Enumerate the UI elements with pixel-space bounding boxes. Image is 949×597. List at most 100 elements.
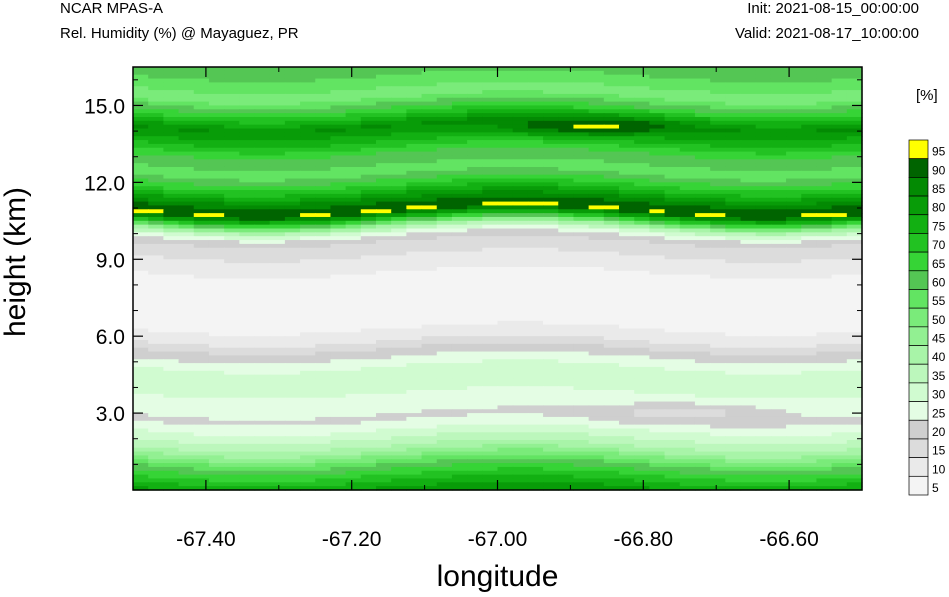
rh-cell bbox=[163, 409, 180, 414]
rh-cell bbox=[300, 328, 316, 333]
rh-cell bbox=[391, 397, 407, 403]
rh-cell bbox=[330, 116, 347, 122]
rh-cell bbox=[284, 451, 301, 456]
rh-cell bbox=[315, 70, 332, 76]
rh-cell bbox=[512, 436, 529, 441]
rh-cell bbox=[178, 263, 195, 268]
rh-cell bbox=[163, 259, 180, 264]
rh-cell bbox=[573, 74, 590, 80]
rh-cell bbox=[436, 297, 453, 303]
rh-cell bbox=[133, 255, 149, 260]
rh-cell bbox=[193, 205, 210, 210]
rh-cell bbox=[376, 216, 392, 222]
rh-cell bbox=[193, 124, 210, 130]
rh-cell bbox=[694, 67, 711, 72]
rh-cell bbox=[391, 374, 407, 380]
rh-cell bbox=[148, 332, 164, 337]
rh-cell bbox=[527, 220, 544, 226]
rh-cell bbox=[133, 124, 149, 130]
rh-cell bbox=[786, 332, 802, 337]
rh-cell bbox=[770, 340, 787, 345]
rh-cell bbox=[193, 393, 210, 399]
rh-cell bbox=[451, 101, 468, 107]
rh-cell bbox=[345, 113, 362, 118]
rh-cell bbox=[360, 359, 377, 364]
rh-cell bbox=[284, 301, 301, 307]
rh-cell bbox=[451, 316, 468, 322]
rh-cell bbox=[376, 313, 392, 318]
rh-cell bbox=[467, 378, 483, 383]
rh-cell bbox=[664, 363, 681, 368]
rh-cell bbox=[831, 182, 848, 187]
rh-cell bbox=[193, 413, 210, 418]
rh-cell bbox=[391, 355, 407, 360]
rh-cell bbox=[770, 290, 787, 295]
rh-cell bbox=[755, 197, 772, 203]
rh-cell bbox=[284, 390, 301, 395]
rh-cell bbox=[133, 297, 149, 303]
rh-cell bbox=[512, 109, 529, 114]
rh-cell bbox=[269, 424, 286, 430]
rh-cell bbox=[649, 382, 666, 387]
rh-cell bbox=[497, 282, 514, 287]
rh-cell bbox=[725, 86, 742, 91]
rh-cell bbox=[148, 347, 164, 353]
rh-cell bbox=[406, 74, 423, 80]
rh-cell bbox=[148, 132, 164, 137]
rh-cell bbox=[178, 274, 195, 280]
rh-cell bbox=[208, 390, 225, 395]
rh-cell bbox=[603, 186, 620, 191]
rh-cell bbox=[543, 409, 559, 414]
rh-cell bbox=[816, 282, 833, 287]
rh-cell bbox=[603, 213, 620, 218]
rh-cell bbox=[360, 290, 377, 295]
rh-cell bbox=[619, 166, 635, 172]
rh-cell bbox=[421, 305, 438, 310]
rh-cell bbox=[239, 447, 256, 453]
rh-cell bbox=[831, 216, 848, 222]
rh-cell bbox=[710, 105, 726, 110]
rh-cell bbox=[846, 286, 863, 291]
rh-cell bbox=[740, 124, 757, 130]
rh-cell bbox=[330, 328, 347, 333]
rh-cell bbox=[634, 428, 650, 433]
rh-cell bbox=[208, 78, 225, 83]
rh-cell bbox=[224, 336, 240, 341]
rh-cell bbox=[269, 286, 286, 291]
rh-cell bbox=[376, 182, 392, 187]
rh-cell bbox=[421, 201, 438, 207]
rh-cell bbox=[451, 67, 468, 72]
rh-cell bbox=[208, 278, 225, 283]
rh-cell bbox=[573, 105, 590, 110]
rh-cell bbox=[254, 393, 271, 399]
rh-cell bbox=[694, 166, 711, 172]
rh-cell bbox=[360, 86, 377, 91]
rh-cell bbox=[755, 70, 772, 76]
rh-cell bbox=[619, 82, 635, 87]
rh-cell bbox=[755, 297, 772, 303]
rh-cell bbox=[603, 159, 620, 164]
rh-cell bbox=[725, 247, 742, 253]
rh-cell bbox=[588, 282, 605, 287]
rh-cell bbox=[786, 297, 802, 303]
rh-cell bbox=[163, 205, 180, 210]
rh-cell bbox=[315, 209, 332, 214]
rh-cell bbox=[193, 447, 210, 453]
rh-cell bbox=[512, 170, 529, 176]
rh-cell bbox=[330, 155, 347, 160]
rh-cell bbox=[376, 290, 392, 295]
rh-cell bbox=[300, 120, 316, 126]
rh-cell bbox=[619, 190, 635, 195]
rh-cell bbox=[603, 440, 620, 445]
rh-cell bbox=[725, 320, 742, 326]
rh-cell bbox=[786, 105, 802, 110]
rh-cell bbox=[603, 309, 620, 314]
rh-cell bbox=[497, 140, 514, 145]
rh-cell bbox=[770, 263, 787, 268]
rh-cell bbox=[588, 247, 605, 253]
rh-cell bbox=[360, 313, 377, 318]
rh-cell bbox=[497, 393, 514, 399]
rh-cell bbox=[725, 316, 742, 322]
rh-cell bbox=[801, 247, 818, 253]
rh-cell bbox=[254, 178, 271, 183]
